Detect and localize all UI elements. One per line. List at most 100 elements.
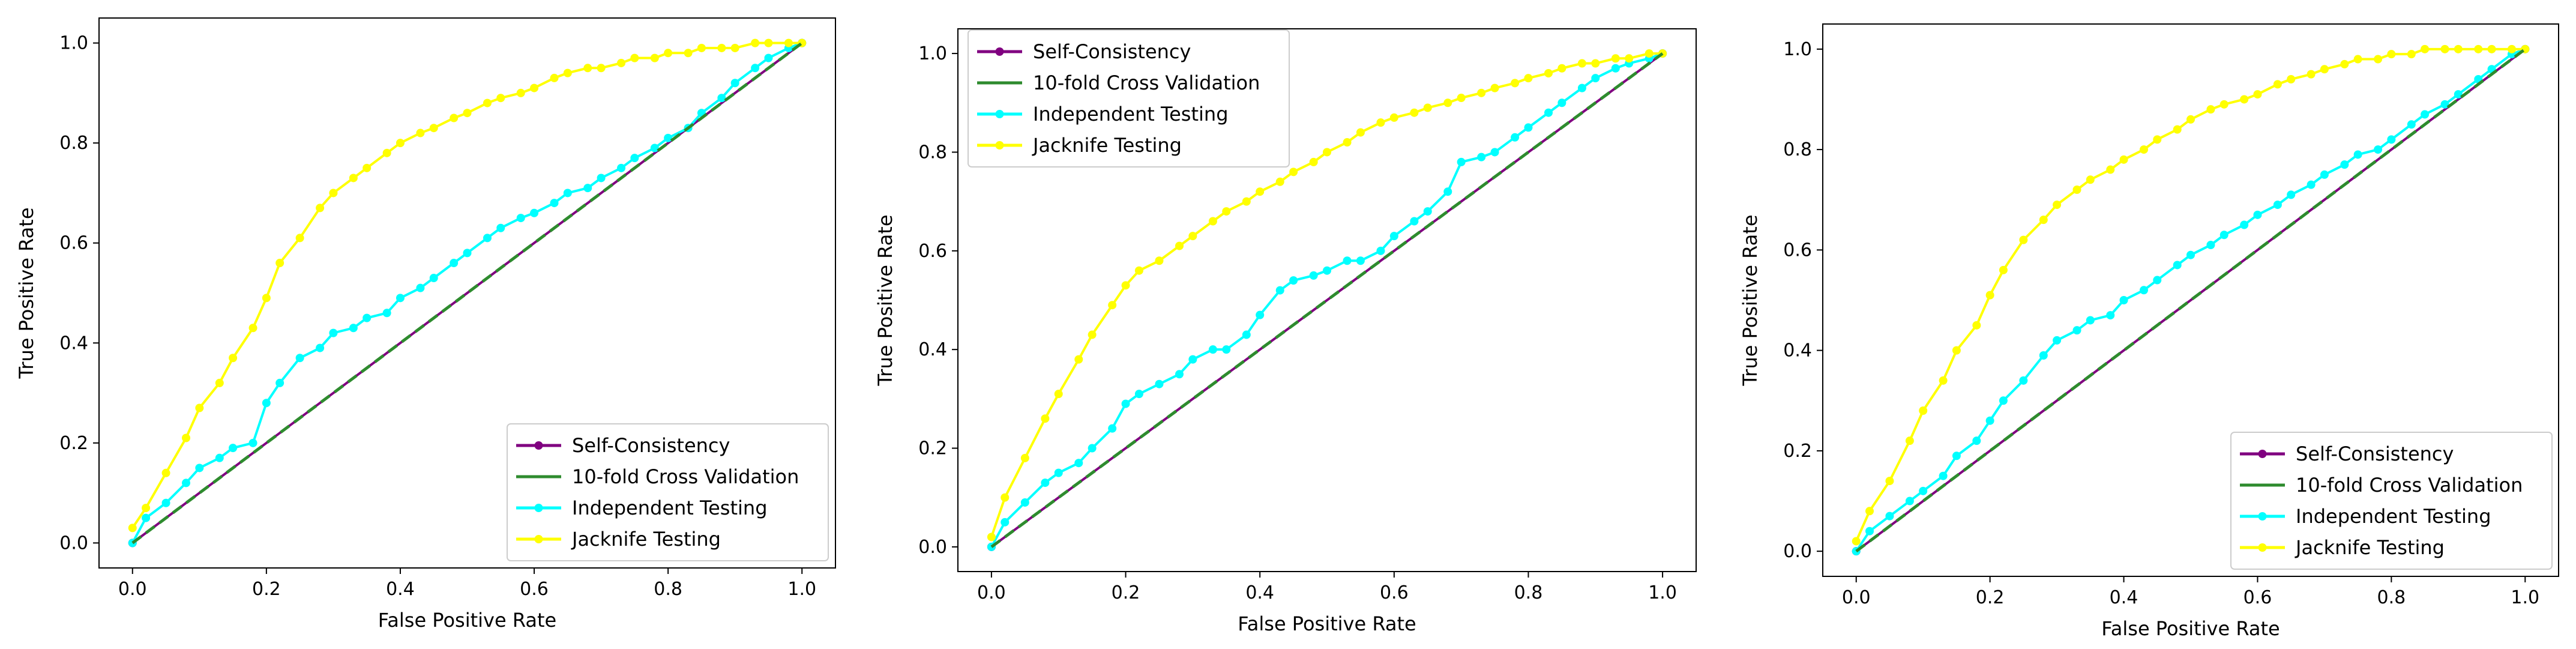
data-point <box>2440 44 2449 53</box>
data-point <box>2353 150 2362 159</box>
data-point <box>1074 459 1083 468</box>
data-point <box>1222 207 1231 216</box>
series-independent-testing <box>1852 44 2530 556</box>
data-point <box>161 468 170 477</box>
data-point <box>1524 74 1533 83</box>
data-point <box>2173 261 2182 270</box>
data-point <box>1544 108 1553 117</box>
legend: Self-Consistency 10-fold Cross Validation… <box>507 423 829 561</box>
legend-label: 10-fold Cross Validation <box>1033 71 1260 94</box>
data-point <box>2186 250 2195 259</box>
data-point <box>2039 216 2048 225</box>
data-point <box>195 403 204 412</box>
y-tick-label: 0.2 <box>1783 441 1812 462</box>
data-point <box>2273 80 2282 89</box>
data-point <box>1020 498 1029 507</box>
data-point <box>1188 232 1197 241</box>
data-point <box>1457 94 1466 103</box>
data-point <box>229 444 238 453</box>
data-point <box>182 433 191 442</box>
data-point <box>1356 128 1365 137</box>
legend-marker <box>534 504 543 512</box>
data-point <box>617 163 626 172</box>
data-point <box>516 88 525 97</box>
data-point <box>1645 49 1654 58</box>
x-tick-label: 0.4 <box>386 579 415 600</box>
legend-item: Jacknife Testing <box>516 528 721 551</box>
legend-box <box>968 29 1290 168</box>
series-jacknife-testing <box>987 49 1667 542</box>
data-point <box>650 143 659 152</box>
y-tick-label: 0.8 <box>918 142 947 163</box>
data-point <box>1852 537 1861 546</box>
data-point <box>1611 54 1620 63</box>
data-point <box>215 378 224 387</box>
data-point <box>730 43 739 52</box>
data-point <box>329 189 338 198</box>
data-point <box>1134 390 1143 399</box>
data-point <box>1490 148 1499 157</box>
legend-marker <box>2258 450 2267 458</box>
data-point <box>416 128 425 137</box>
data-point <box>784 38 793 47</box>
data-point <box>1155 379 1164 388</box>
data-point <box>295 234 304 243</box>
data-point <box>1054 468 1063 477</box>
data-point <box>1343 256 1352 265</box>
data-point <box>2173 125 2182 134</box>
x-tick-label: 0.0 <box>1842 587 1871 608</box>
data-point <box>349 324 358 333</box>
data-point <box>1557 98 1566 107</box>
data-point <box>1309 157 1318 166</box>
data-point <box>1865 527 1874 536</box>
data-point <box>2086 175 2095 184</box>
data-point <box>483 98 492 107</box>
data-point <box>1376 246 1385 255</box>
data-point <box>717 43 726 52</box>
x-tick-label: 0.0 <box>118 579 147 600</box>
y-tick-label: 0.0 <box>59 533 88 554</box>
x-tick-label: 1.0 <box>1648 582 1677 603</box>
legend-label: Self-Consistency <box>1033 40 1191 63</box>
data-point <box>363 163 372 172</box>
data-point <box>1524 123 1533 132</box>
data-point <box>1188 355 1197 364</box>
legend-label: 10-fold Cross Validation <box>572 465 799 488</box>
legend-marker <box>995 110 1004 118</box>
data-point <box>2240 95 2249 104</box>
data-point <box>2053 336 2062 345</box>
legend-label: Self-Consistency <box>572 434 730 457</box>
y-tick-label: 0.8 <box>59 133 88 154</box>
data-point <box>142 504 151 513</box>
data-point <box>2019 376 2028 385</box>
data-point <box>248 324 257 333</box>
data-point <box>1208 345 1217 354</box>
data-point <box>550 199 559 208</box>
data-point <box>1242 330 1251 339</box>
data-point <box>2374 145 2383 154</box>
data-point <box>751 64 760 73</box>
data-point <box>382 148 391 157</box>
x-tick-label: 0.2 <box>1112 582 1140 603</box>
x-tick-label: 0.2 <box>252 579 281 600</box>
data-point <box>2507 44 2516 53</box>
data-point <box>1001 493 1010 502</box>
data-point <box>2287 190 2296 199</box>
data-point <box>2307 180 2316 189</box>
data-point <box>1410 217 1419 226</box>
data-point <box>684 49 693 58</box>
data-point <box>316 343 325 352</box>
x-tick-label: 0.4 <box>2110 587 2138 608</box>
data-point <box>2421 44 2430 53</box>
x-tick-label: 0.0 <box>977 582 1006 603</box>
x-tick-label: 0.4 <box>1245 582 1274 603</box>
data-point <box>2072 186 2081 194</box>
data-point <box>1457 157 1466 166</box>
data-point <box>1591 74 1600 83</box>
data-point <box>630 154 639 163</box>
data-point <box>429 274 438 283</box>
legend-label: Independent Testing <box>2296 505 2491 528</box>
data-point <box>2287 75 2296 83</box>
data-point <box>1356 256 1365 265</box>
